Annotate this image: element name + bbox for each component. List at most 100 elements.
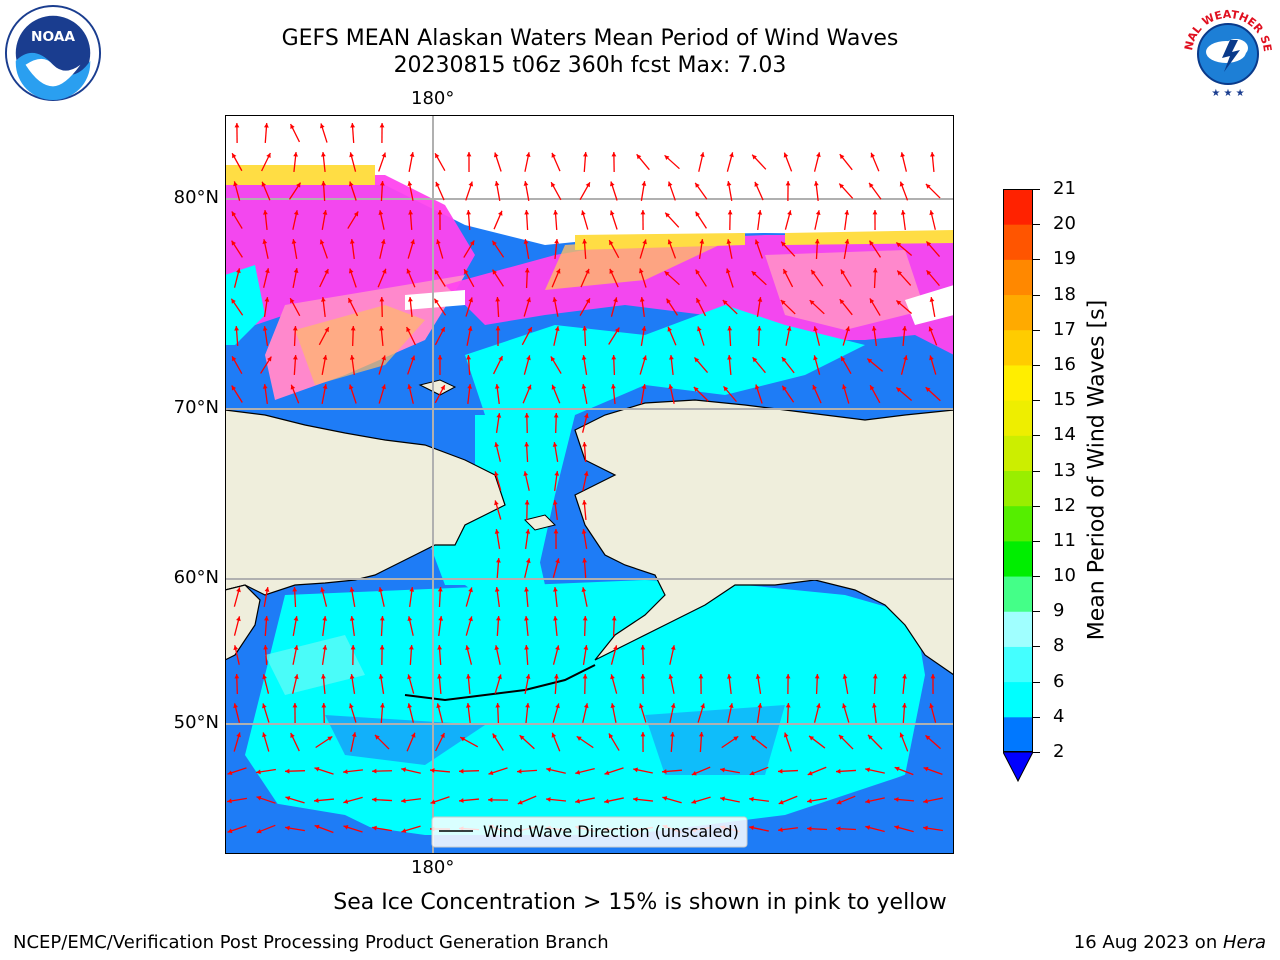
wave-arrow-head bbox=[264, 297, 270, 302]
wave-arrow-head bbox=[872, 268, 878, 273]
wave-arrow-head bbox=[350, 645, 356, 650]
wave-arrow-head bbox=[494, 384, 500, 389]
wave-arrow-head bbox=[720, 767, 725, 773]
wave-arrow-head bbox=[554, 239, 559, 244]
wave-arrow-head bbox=[662, 769, 667, 774]
colorbar-cell bbox=[1003, 189, 1033, 225]
wave-arrow-head bbox=[437, 355, 443, 360]
wave-arrow-head bbox=[641, 181, 647, 186]
wave-arrow-head bbox=[468, 616, 473, 622]
wave-arrow-head bbox=[869, 240, 874, 246]
wave-arrow-head bbox=[836, 799, 842, 805]
wave-arrow-head bbox=[263, 645, 269, 650]
wave-arrow-head bbox=[519, 735, 525, 740]
wave-arrow-head bbox=[343, 799, 349, 804]
wave-arrow-head bbox=[348, 298, 353, 304]
wave-arrow-head bbox=[262, 239, 268, 245]
wave-arrow-head bbox=[604, 798, 610, 804]
wave-arrow-head bbox=[839, 154, 845, 160]
wave-arrow-head bbox=[498, 210, 503, 216]
wave-arrow-head bbox=[236, 587, 241, 593]
wave-arrow-head bbox=[696, 298, 701, 304]
wave-arrow-head bbox=[293, 645, 299, 650]
wave-arrow-head bbox=[314, 824, 320, 830]
wave-arrow-head bbox=[699, 152, 705, 158]
colorbar-tick-mark bbox=[1033, 329, 1040, 331]
wave-arrow-head bbox=[836, 826, 841, 832]
wave-arrow-head bbox=[232, 153, 237, 159]
wave-arrow-head bbox=[865, 767, 871, 773]
lat-label-60: 60°N bbox=[173, 567, 219, 588]
wave-arrow-head bbox=[926, 241, 932, 247]
wave-arrow-head bbox=[492, 733, 498, 739]
footer-date: 16 Aug 2023 on Hera bbox=[1074, 932, 1266, 953]
wave-arrow-head bbox=[468, 297, 473, 303]
wave-arrow-head bbox=[233, 645, 239, 651]
wave-arrow-head bbox=[609, 268, 614, 274]
wave-arrow-head bbox=[349, 355, 355, 360]
wave-arrow-head bbox=[575, 798, 581, 804]
wave-arrow-head bbox=[349, 239, 355, 244]
wave-arrow-head bbox=[378, 210, 384, 216]
wave-arrow-head bbox=[465, 645, 470, 651]
wave-arrow-head bbox=[321, 674, 326, 679]
wave-arrow-head bbox=[576, 736, 582, 741]
wave-arrow-head bbox=[234, 674, 240, 679]
wave-arrow-head bbox=[348, 268, 354, 274]
wave-arrow-head bbox=[698, 732, 704, 737]
wave-arrow-head bbox=[584, 413, 589, 419]
colorbar-tick-mark bbox=[1033, 435, 1040, 437]
wave-arrow-head bbox=[524, 587, 529, 592]
wave-arrow-head bbox=[285, 796, 291, 801]
wave-arrow-head bbox=[553, 674, 559, 679]
wave-arrow-head bbox=[691, 799, 697, 804]
wave-arrow-head bbox=[668, 674, 674, 679]
wave-arrow-head bbox=[836, 768, 841, 774]
wave-arrow-head bbox=[227, 770, 233, 776]
wave-arrow-head bbox=[435, 153, 440, 159]
wave-arrow-head bbox=[381, 152, 387, 158]
wave-arrow-head bbox=[930, 674, 936, 679]
colorbar-tick-label: 8 bbox=[1053, 635, 1065, 657]
colorbar-tick-label: 12 bbox=[1053, 494, 1076, 516]
wave-arrow-head bbox=[466, 210, 471, 215]
colorbar-tick-mark bbox=[1033, 540, 1040, 542]
wave-arrow-head bbox=[899, 181, 905, 187]
wave-arrow-head bbox=[670, 645, 676, 651]
wave-arrow-head bbox=[725, 268, 731, 274]
wave-arrow-head bbox=[813, 181, 819, 186]
colorbar-cell bbox=[1003, 681, 1033, 718]
wave-arrow-head bbox=[816, 703, 821, 709]
wave-arrow-head bbox=[582, 239, 587, 244]
wave-arrow-head bbox=[517, 768, 522, 774]
wave-arrow-head bbox=[437, 674, 442, 679]
wave-arrow-head bbox=[581, 210, 586, 216]
wave-arrow-head bbox=[636, 154, 642, 160]
wave-arrow-head bbox=[553, 529, 559, 534]
wave-arrow-head bbox=[871, 326, 877, 331]
wave-arrow-head bbox=[783, 152, 789, 158]
wave-arrow-head bbox=[437, 587, 443, 592]
lat-label-50: 50°N bbox=[173, 712, 219, 733]
wave-arrow-head bbox=[292, 703, 298, 708]
wave-arrow-head bbox=[903, 355, 908, 361]
wave-arrow-head bbox=[468, 181, 474, 187]
colorbar bbox=[1003, 189, 1033, 783]
wave-arrow-head bbox=[923, 766, 929, 772]
wave-arrow-head bbox=[494, 500, 499, 506]
wave-arrow-head bbox=[575, 769, 581, 775]
wave-arrow-head bbox=[928, 326, 934, 332]
wave-arrow-head bbox=[293, 616, 299, 621]
wave-arrow-head bbox=[555, 268, 561, 274]
wave-arrow-head bbox=[320, 297, 326, 302]
wave-arrow-head bbox=[925, 183, 931, 189]
wave-arrow-head bbox=[322, 210, 328, 215]
colorbar-tick-label: 19 bbox=[1053, 248, 1076, 270]
wave-arrow-head bbox=[815, 210, 821, 216]
wave-arrow-head bbox=[379, 326, 384, 331]
wave-arrow-head bbox=[611, 152, 617, 157]
wave-arrow-head bbox=[380, 703, 385, 708]
wave-arrow-head bbox=[322, 616, 328, 621]
colorbar-cell bbox=[1003, 505, 1033, 542]
colorbar-tick-label: 4 bbox=[1053, 705, 1065, 727]
